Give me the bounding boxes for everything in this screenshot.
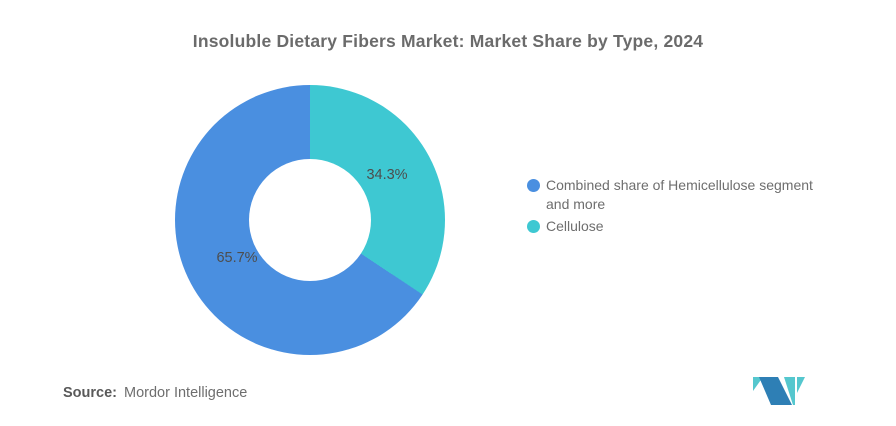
- source-attribution: Source: Mordor Intelligence: [63, 385, 247, 401]
- source-label: Source:: [63, 385, 117, 401]
- logo-blue-stroke: [759, 377, 792, 405]
- slice-label-cellulose: 34.3%: [366, 167, 408, 183]
- legend-swatch-icon: [527, 220, 540, 233]
- donut-chart: 34.3% 65.7%: [175, 85, 445, 355]
- chart-title: Insoluble Dietary Fibers Market: Market …: [192, 31, 704, 51]
- logo-teal-corner: [797, 377, 805, 393]
- mordor-intelligence-logo: [753, 377, 805, 405]
- donut-hole: [249, 159, 371, 281]
- slice-label-hemicellulose: 65.7%: [216, 250, 258, 266]
- legend-item-hemicellulose: Combined share of Hemicellulose segment …: [527, 176, 837, 214]
- legend-item-cellulose: Cellulose: [527, 217, 837, 236]
- legend-item-label: Combined share of Hemicellulose segment …: [546, 177, 813, 212]
- logo-teal-bar: [784, 377, 795, 405]
- legend: Combined share of Hemicellulose segment …: [527, 176, 837, 239]
- source-value: Mordor Intelligence: [124, 385, 248, 401]
- legend-item-label: Cellulose: [546, 218, 604, 234]
- legend-swatch-icon: [527, 179, 540, 192]
